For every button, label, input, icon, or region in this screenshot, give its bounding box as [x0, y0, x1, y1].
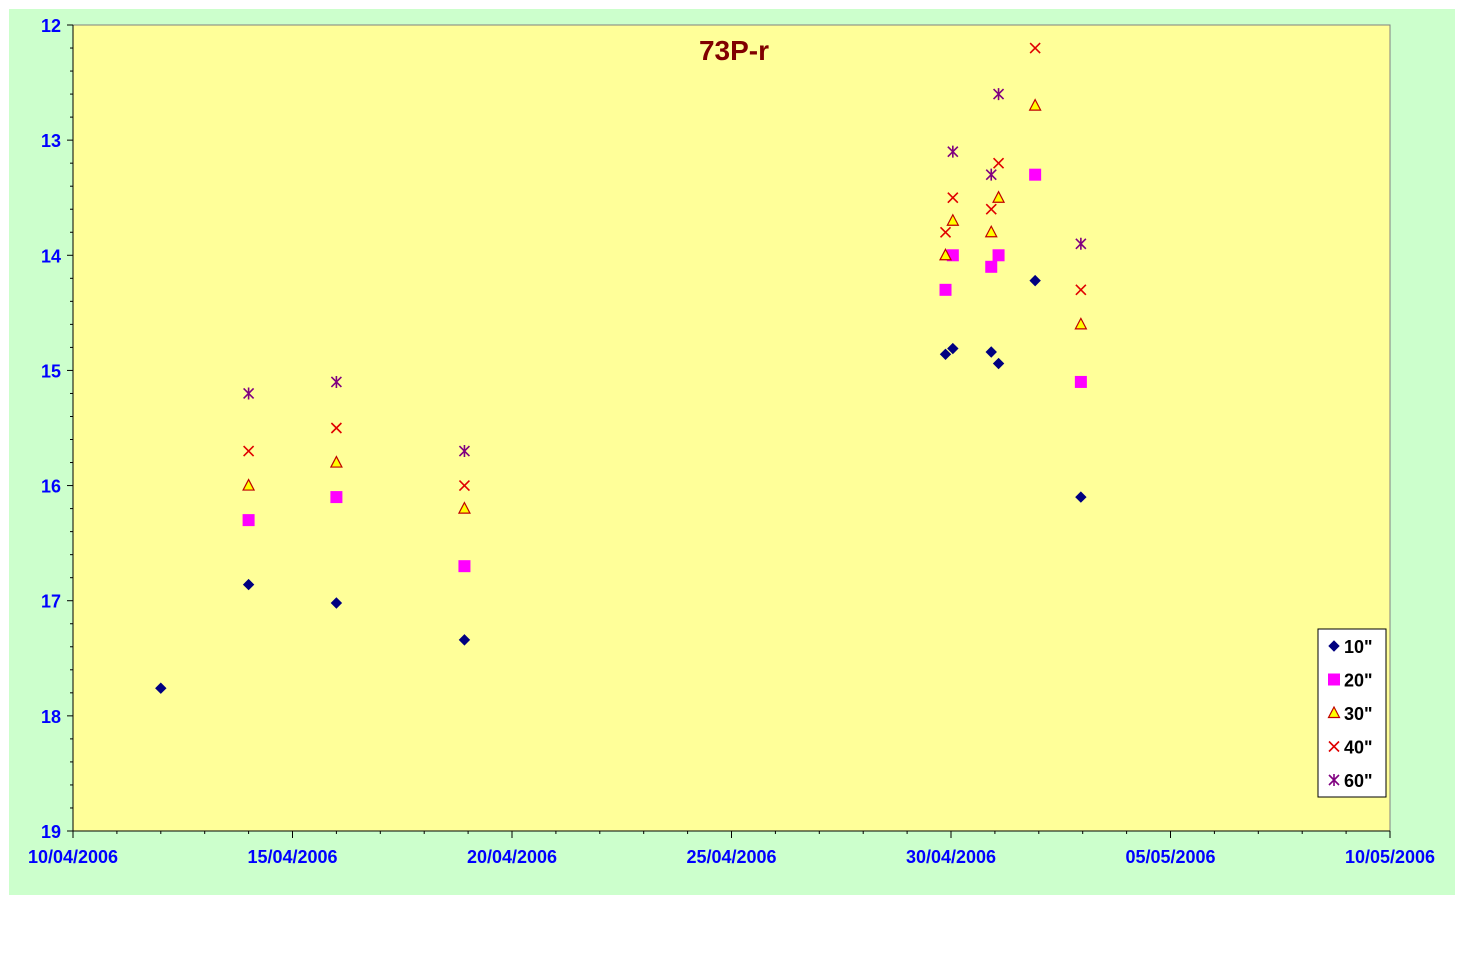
y-tick-label: 16: [41, 477, 61, 497]
x-tick-label: 30/04/2006: [906, 847, 996, 867]
data-point: [939, 283, 952, 296]
x-tick-label: 25/04/2006: [686, 847, 776, 867]
data-point: [458, 480, 471, 492]
data-point: [242, 578, 255, 591]
legend-item: 30": [1327, 704, 1373, 724]
x-axis: 10/04/2006 15/04/2006 20/04/2006 25/04/2006…: [28, 830, 1435, 867]
data-point: [946, 249, 959, 262]
legend-item: 60": [1328, 771, 1373, 791]
series-0: [155, 274, 1087, 694]
data-point: [330, 491, 343, 504]
x-tick-label: 10/05/2006: [1345, 847, 1435, 867]
y-tick-label: 13: [41, 131, 61, 151]
legend-label: 30": [1344, 704, 1373, 724]
legend-item: 20": [1328, 671, 1373, 691]
data-point: [330, 422, 342, 434]
data-point: [242, 514, 255, 527]
legend: 10" 20" 30" 40" 60": [1317, 628, 1387, 798]
series-4: [243, 88, 1087, 458]
y-tick-label: 14: [41, 246, 61, 266]
data-point: [1075, 491, 1087, 503]
data-point: [457, 501, 471, 514]
legend-box: [1317, 628, 1387, 798]
data-point: [946, 213, 960, 226]
y-tick-label: 17: [41, 592, 61, 612]
data-point: [330, 375, 342, 388]
y-tick-label: 12: [41, 16, 61, 36]
data-point: [984, 224, 998, 238]
data-point: [985, 168, 997, 181]
data-point: [1075, 237, 1087, 250]
legend-item: 10": [1328, 637, 1373, 657]
y-tick-label: 19: [41, 822, 61, 842]
data-point: [330, 597, 343, 609]
data-point: [155, 682, 167, 694]
series-1: [242, 168, 1087, 573]
x-tick-label: 10/04/2006: [28, 847, 118, 867]
data-point: [1075, 284, 1087, 296]
data-point: [939, 348, 952, 361]
data-point: [939, 247, 953, 261]
data-point: [458, 560, 471, 573]
legend-marker: [1327, 705, 1341, 719]
legend-label: 60": [1344, 771, 1373, 791]
legend-label: 40": [1344, 738, 1373, 758]
data-point: [992, 357, 1005, 370]
legend-label: 10": [1344, 637, 1373, 657]
x-tick-label: 20/04/2006: [467, 847, 557, 867]
data-point: [947, 342, 959, 355]
plot-area: [72, 24, 1391, 832]
data-point: [992, 88, 1005, 101]
data-point: [458, 634, 471, 646]
data-point: [1074, 317, 1088, 330]
legend-marker: [1328, 774, 1340, 786]
data-point: [985, 260, 998, 273]
y-tick-label: 18: [41, 707, 61, 727]
legend-marker: [1328, 740, 1340, 753]
data-point: [1028, 98, 1042, 111]
x-tick-label: 15/04/2006: [247, 847, 337, 867]
data-point: [985, 346, 997, 358]
chart-title: 73P-r: [699, 35, 769, 66]
legend-marker: [1328, 673, 1340, 686]
data-point: [947, 192, 959, 204]
series-3: [243, 42, 1087, 492]
data-point: [1029, 168, 1042, 181]
data-point: [992, 190, 1006, 203]
x-tick-label: 05/05/2006: [1125, 847, 1215, 867]
data-point: [243, 445, 255, 457]
legend-label: 20": [1344, 671, 1373, 691]
data-point: [329, 455, 343, 468]
y-axis: 12 13 14 15 16 17 18 19: [41, 16, 74, 842]
data-point: [242, 478, 256, 491]
legend-marker: [1328, 640, 1340, 652]
data-point: [947, 145, 959, 158]
series-2: [242, 98, 1088, 514]
data-points: [155, 42, 1088, 694]
legend-item: 40": [1328, 738, 1373, 758]
data-point: [1029, 42, 1041, 54]
data-point: [992, 157, 1005, 169]
data-point: [985, 203, 997, 215]
data-point: [992, 249, 1005, 262]
data-point: [1029, 274, 1041, 287]
y-tick-label: 15: [41, 361, 61, 381]
data-point: [243, 387, 255, 400]
data-point: [1074, 375, 1087, 388]
data-point: [939, 226, 952, 238]
data-point: [458, 445, 471, 458]
